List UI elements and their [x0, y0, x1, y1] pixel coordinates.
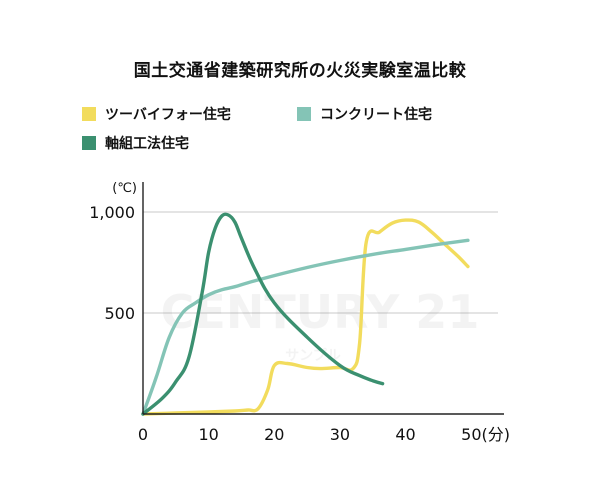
x-tick-label-5: 50(分): [461, 425, 510, 444]
series-lines: [141, 212, 470, 416]
legend-label-wooden-frame: 軸組工法住宅: [105, 136, 189, 152]
watermark-sample: サンプル: [285, 348, 341, 364]
legend-swatch-wooden-frame: [82, 136, 96, 150]
x-tick-label-3: 30: [330, 425, 350, 444]
series-line-2: [141, 212, 385, 416]
tick-labels: 500 1,000 (℃) 0 10 20 30 40 50(分): [89, 181, 510, 444]
axes: [142, 182, 504, 415]
y-tick-label-1: 1,000: [89, 203, 135, 222]
legend-label-concrete: コンクリート住宅: [320, 107, 432, 123]
y-unit-label: (℃): [112, 181, 137, 196]
chart-title: 国土交通省建築研究所の火災実験室温比較: [133, 61, 467, 81]
y-tick-label-0: 500: [104, 304, 135, 323]
legend-swatch-2x4: [82, 107, 96, 121]
x-tick-label-2: 20: [264, 425, 284, 444]
series-line-1: [141, 238, 470, 416]
grid-lines: [143, 211, 498, 314]
x-tick-label-1: 10: [198, 425, 218, 444]
watermark: CENTURY 21 サンプル: [161, 285, 480, 364]
legend-swatch-concrete: [297, 107, 311, 121]
legend-item-concrete: コンクリート住宅: [297, 104, 432, 124]
x-tick-label-0: 0: [138, 425, 148, 444]
legend-label-2x4: ツーバイフォー住宅: [105, 107, 231, 123]
legend-item-2x4: ツーバイフォー住宅: [82, 104, 231, 124]
legend-item-wooden-frame: 軸組工法住宅: [82, 133, 189, 153]
x-tick-label-4: 40: [395, 425, 415, 444]
